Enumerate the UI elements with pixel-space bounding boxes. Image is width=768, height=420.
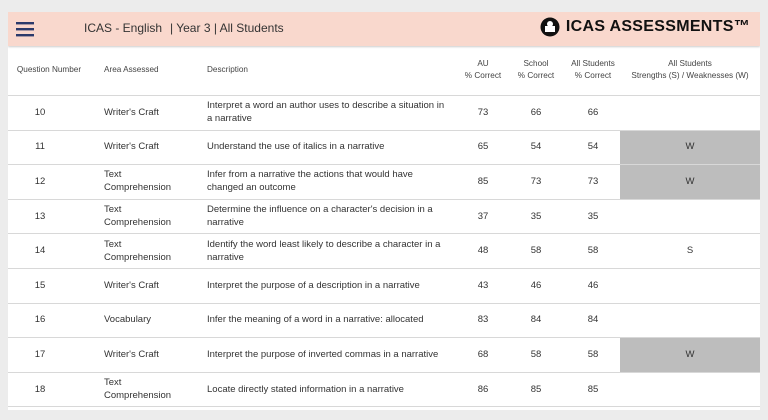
header-line: Question Number — [16, 65, 82, 74]
area: Text Comprehension — [104, 169, 172, 194]
area: Writer's Craft — [104, 141, 159, 153]
description: Infer the meaning of a word in a narrati… — [207, 314, 424, 326]
question-number: 17 — [34, 348, 46, 360]
all-pct: 54 — [587, 141, 599, 153]
strength-weakness: W — [685, 141, 695, 153]
au-pct: 86 — [477, 383, 489, 395]
school-pct: 58 — [530, 348, 542, 360]
all-pct: 66 — [587, 106, 599, 118]
header-line: All Students — [668, 59, 712, 68]
all-pct: 46 — [587, 279, 599, 291]
row-divider — [8, 164, 760, 166]
menu-button[interactable] — [16, 21, 34, 37]
strength-weakness: W — [685, 348, 695, 360]
all-pct: 58 — [587, 348, 599, 360]
description: Interpret the purpose of inverted commas… — [207, 348, 439, 360]
au-pct: 68 — [477, 348, 489, 360]
logo-text: ICAS ASSESSMENTS™ — [565, 18, 750, 35]
description: Identify the word least likely to descri… — [207, 238, 441, 263]
logo-icon — [540, 17, 560, 37]
column-header: Question Number — [10, 52, 88, 88]
logo: ICAS ASSESSMENTS™ — [540, 17, 750, 37]
header-line: % Correct — [517, 71, 555, 80]
all-pct: 84 — [587, 314, 599, 326]
row-divider — [8, 371, 760, 373]
column-header: AU % Correct — [463, 52, 503, 88]
weakness-highlight — [620, 165, 760, 199]
school-pct: 85 — [530, 383, 542, 395]
row-divider — [8, 233, 760, 235]
au-pct: 48 — [477, 245, 489, 257]
school-pct: 73 — [530, 175, 542, 187]
school-pct: 84 — [530, 314, 542, 326]
area: Text Comprehension — [104, 377, 172, 402]
all-pct: 73 — [587, 175, 599, 187]
header-line: All Students — [571, 59, 615, 68]
area: Writer's Craft — [104, 348, 159, 360]
question-number: 14 — [34, 245, 46, 257]
all-pct: 85 — [587, 383, 599, 395]
au-pct: 83 — [477, 314, 489, 326]
au-pct: 65 — [477, 141, 489, 153]
area: Vocabulary — [104, 314, 152, 326]
weakness-highlight — [620, 338, 760, 372]
strength-weakness: S — [686, 245, 694, 257]
header-line: Description — [207, 65, 248, 74]
question-number: 18 — [34, 383, 46, 395]
all-pct: 35 — [587, 210, 599, 222]
school-pct: 58 — [530, 245, 542, 257]
app-title: ICAS - English — [84, 21, 163, 35]
header-line: % Correct — [464, 71, 502, 80]
column-header: Area Assessed — [104, 52, 192, 88]
question-number: 16 — [34, 314, 46, 326]
description: Infer from a narrative the actions that … — [207, 169, 413, 194]
strength-weakness: W — [685, 175, 695, 187]
row-divider — [8, 268, 760, 269]
description: Locate directly stated information in a … — [207, 383, 404, 395]
row-divider — [8, 198, 760, 200]
column-header: All Students % Correct — [564, 52, 622, 88]
area: Writer's Craft — [104, 106, 159, 118]
au-pct: 73 — [477, 106, 489, 118]
question-number: 11 — [35, 141, 45, 153]
description: Interpret a word an author uses to descr… — [207, 100, 445, 125]
top-bar: ICAS - English | Year 3 | All Students I… — [8, 12, 760, 46]
au-pct: 37 — [477, 210, 489, 222]
weakness-highlight — [620, 130, 760, 165]
context: | Year 3 | All Students — [170, 21, 284, 35]
description: Understand the use of italics in a narra… — [207, 141, 385, 153]
header-line: School — [523, 59, 549, 68]
header-line: Strengths (S) / Weaknesses (W) — [631, 71, 749, 80]
question-number: 10 — [34, 106, 46, 118]
area: Text Comprehension — [104, 238, 172, 263]
report-panel: ICAS - English | Year 3 | All Students I… — [8, 12, 760, 410]
school-pct: 46 — [530, 279, 542, 291]
description: Interpret the purpose of a description i… — [207, 279, 420, 291]
question-number: 12 — [34, 175, 46, 187]
description: Determine the influence on a character's… — [207, 204, 433, 229]
row-divider — [8, 406, 760, 408]
area: Text Comprehension — [104, 204, 172, 229]
question-number: 15 — [34, 279, 46, 291]
column-header: School % Correct — [511, 52, 561, 88]
au-pct: 43 — [477, 279, 489, 291]
school-pct: 66 — [530, 106, 542, 118]
header-line: AU — [477, 59, 489, 68]
question-number: 13 — [34, 210, 46, 222]
row-divider — [8, 129, 760, 131]
column-header: Description — [207, 52, 452, 88]
row-divider — [8, 95, 760, 96]
area: Writer's Craft — [104, 279, 159, 291]
column-header: All Students Strengths (S) / Weaknesses (… — [620, 52, 760, 88]
all-pct: 58 — [587, 245, 599, 257]
school-pct: 54 — [530, 141, 542, 153]
row-divider — [8, 302, 760, 304]
row-divider — [8, 337, 760, 339]
school-pct: 35 — [530, 210, 542, 222]
au-pct: 85 — [477, 175, 489, 187]
header-line: % Correct — [574, 71, 612, 80]
header-line: Area Assessed — [104, 65, 159, 74]
